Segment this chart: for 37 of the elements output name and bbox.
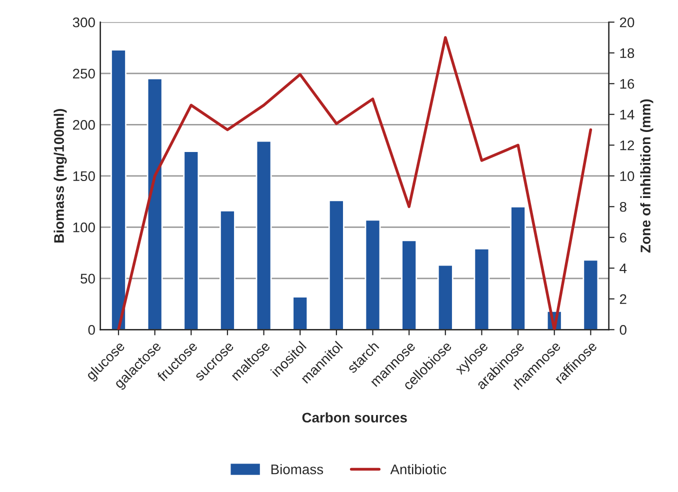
bar [220, 210, 236, 330]
y-tick-label: 0 [88, 324, 95, 335]
bar [256, 140, 272, 330]
bar [183, 150, 200, 330]
y-tick-label: 300 [72, 17, 95, 28]
bar [582, 259, 599, 330]
y2-tick-label: 16 [620, 78, 634, 89]
y2-tick-label: 12 [620, 140, 634, 150]
bar [401, 240, 418, 330]
bar [110, 49, 126, 330]
bar [364, 219, 381, 330]
y2-axis-title: Zone of inhibition (mm) [640, 99, 654, 253]
y-tick-label: 50 [80, 274, 95, 284]
legend-label: Antibiotic [390, 464, 446, 474]
y-axis-title: Biomass (mg/100ml) [54, 109, 67, 242]
y2-tick-label: 4 [620, 264, 627, 274]
y2-tick-label: 2 [620, 294, 626, 304]
bar [146, 78, 163, 330]
bar [328, 200, 344, 330]
bar [437, 264, 454, 330]
bar [510, 206, 526, 330]
legend-label: Biomass [271, 464, 324, 474]
y-tick-label: 200 [73, 120, 95, 130]
bar [292, 296, 308, 330]
y2-tick-label: 20 [620, 17, 634, 28]
y2-tick-label: 6 [620, 232, 626, 243]
y2-tick-label: 14 [620, 110, 634, 120]
y2-tick-label: 10 [620, 171, 634, 182]
y2-tick-label: 0 [620, 324, 626, 335]
y-tick-label: 150 [73, 171, 95, 182]
y-tick-label: 100 [73, 222, 95, 232]
x-axis-title: Carbon sources [302, 412, 407, 423]
y2-tick-label: 18 [620, 48, 634, 58]
line-series [117, 36, 592, 330]
y-tick-label: 250 [73, 68, 95, 79]
bar [474, 248, 490, 330]
y2-tick-label: 8 [620, 202, 626, 212]
